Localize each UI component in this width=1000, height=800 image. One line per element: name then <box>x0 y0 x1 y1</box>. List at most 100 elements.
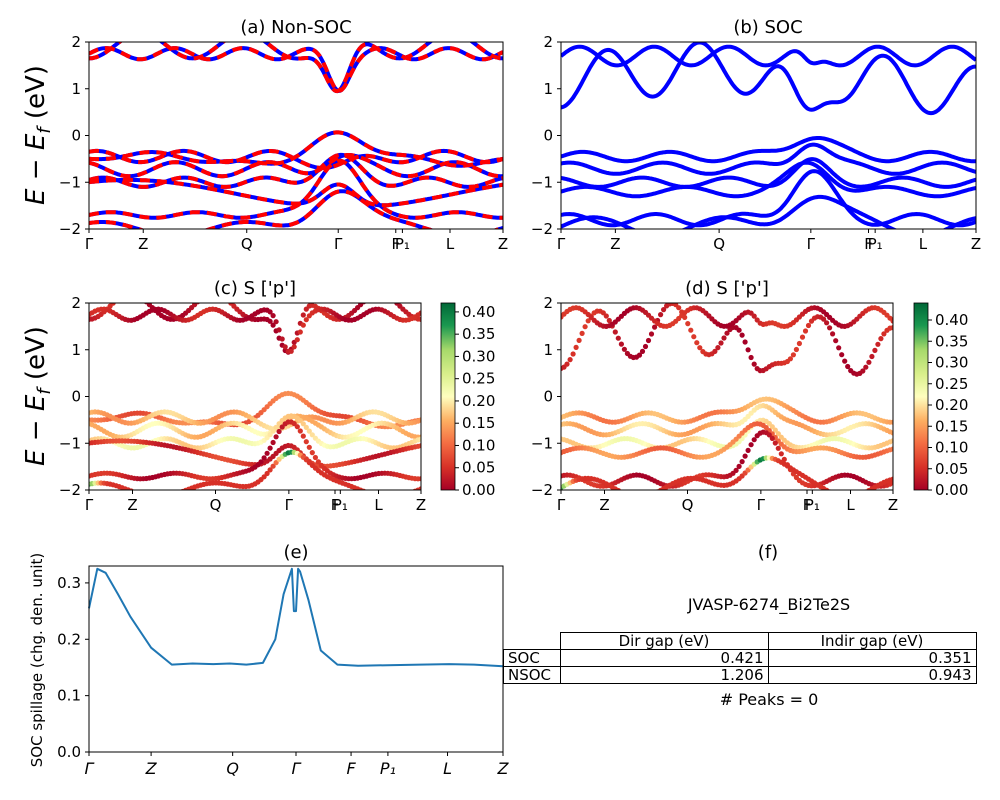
projection-point <box>691 334 697 340</box>
projection-point <box>276 327 282 333</box>
colorbar-tick-label: 0.40 <box>935 311 968 329</box>
projection-point <box>365 489 368 490</box>
x-tick-label: Γ <box>85 496 94 514</box>
projection-point <box>400 493 405 498</box>
projection-point <box>634 494 639 499</box>
projection-point <box>615 335 621 341</box>
x-tick-label: P₁ <box>333 496 348 514</box>
projection-point <box>636 352 643 358</box>
band-line <box>561 44 976 68</box>
projection-point <box>694 340 700 346</box>
projection-point <box>652 324 658 330</box>
table-title: JVASP-6274_Bi2Te2S <box>687 595 851 614</box>
projection-point <box>276 428 282 435</box>
band-line <box>561 169 976 228</box>
projection-point <box>364 297 369 302</box>
colorbar-tick-label: 0.40 <box>462 303 495 321</box>
projection-point <box>824 320 830 326</box>
projection-point <box>606 317 612 324</box>
x-tick-label: F <box>391 235 400 253</box>
x-tick-label: Q <box>713 235 725 253</box>
projection-point <box>147 494 152 499</box>
row-dir: 0.421 <box>559 649 769 667</box>
projection-point <box>881 331 887 337</box>
y-tick-label: −2 <box>59 481 81 499</box>
gap-table: Dir gap (eV) Indir gap (eV) SOC 0.421 0.… <box>503 632 977 684</box>
projection-point <box>625 492 630 497</box>
projection-point <box>585 318 591 324</box>
projection-point <box>875 341 881 347</box>
projection-point <box>270 322 276 328</box>
colorbar-tick-label: 0.05 <box>935 460 968 478</box>
projection-point <box>120 294 125 299</box>
colorbar-ticks: 0.00 0.05 0.10 0.15 0.20 0.25 0.30 0.35 0.40 0.00… <box>455 303 968 499</box>
colorbar-c <box>440 302 456 491</box>
panel-e-spillage <box>88 567 504 668</box>
projection-point <box>270 439 276 446</box>
y-tick-label: 2 <box>71 33 81 51</box>
projection-point <box>382 292 387 297</box>
projection-point <box>297 428 303 434</box>
y-tick-label: −2 <box>531 481 553 499</box>
projection-point <box>201 294 206 299</box>
x-tick-label: Q <box>241 235 253 253</box>
projection-point <box>652 491 657 496</box>
projection-point <box>312 454 318 461</box>
panel-c-ylabel: E − Ef (eV) <box>21 326 55 466</box>
projection-point <box>772 427 778 433</box>
colorbar-d <box>913 302 929 491</box>
projection-point <box>162 494 167 499</box>
projection-point <box>267 318 273 324</box>
table-header-row: Dir gap (eV) Indir gap (eV) <box>504 632 977 650</box>
y-tick-label: 0.1 <box>57 687 81 705</box>
x-tick-label: Γ <box>557 496 566 514</box>
y-tick-label: 2 <box>543 294 553 312</box>
projection-point <box>839 352 845 358</box>
projection-point <box>866 359 872 365</box>
y-tick-label: 0.0 <box>57 743 81 761</box>
y-tick-label: 1 <box>543 80 553 98</box>
projection-point <box>830 491 835 496</box>
projection-point <box>168 493 173 498</box>
projection-point <box>775 431 781 437</box>
projection-point <box>842 358 848 364</box>
projection-point <box>171 492 176 497</box>
projection-point <box>418 476 421 482</box>
projection-point <box>126 291 131 296</box>
projection-point <box>261 455 267 461</box>
table-row: NSOC 1.206 0.943 <box>503 666 977 684</box>
x-tick-label: L <box>443 759 452 778</box>
x-tick-label: Z <box>971 235 981 253</box>
projection-point <box>297 329 303 335</box>
panel-b-bands <box>561 42 976 229</box>
x-tick-label: Γ <box>807 235 816 253</box>
projection-point <box>787 356 794 362</box>
projection-point <box>306 444 312 450</box>
projection-point <box>258 459 264 465</box>
projection-point <box>839 494 844 499</box>
projection-point <box>724 330 730 336</box>
projection-point <box>878 336 884 342</box>
band-line <box>89 42 503 94</box>
projection-point <box>649 492 654 497</box>
row-indir: 0.351 <box>767 649 977 667</box>
projection-point <box>282 344 288 350</box>
projection-point <box>685 321 691 327</box>
colorbar-tick-label: 0.35 <box>935 332 968 350</box>
panel-c-title: (c) S ['p'] <box>214 278 296 299</box>
projection-point <box>144 493 149 498</box>
projection-point <box>300 421 306 427</box>
x-tick-label: Γ <box>292 759 302 778</box>
panel-c-projection <box>89 291 421 499</box>
panel-d-title: (d) S ['p'] <box>685 278 769 299</box>
projection-point <box>736 327 742 333</box>
projection-point <box>579 330 585 336</box>
band-line <box>89 130 503 168</box>
colorbar-tick-label: 0.05 <box>462 459 495 477</box>
projection-point <box>303 424 309 430</box>
y-tick-label: −1 <box>531 173 553 191</box>
projection-point <box>642 343 649 350</box>
band-line <box>89 189 503 229</box>
projection-point <box>872 347 878 353</box>
projection-point <box>567 357 573 363</box>
